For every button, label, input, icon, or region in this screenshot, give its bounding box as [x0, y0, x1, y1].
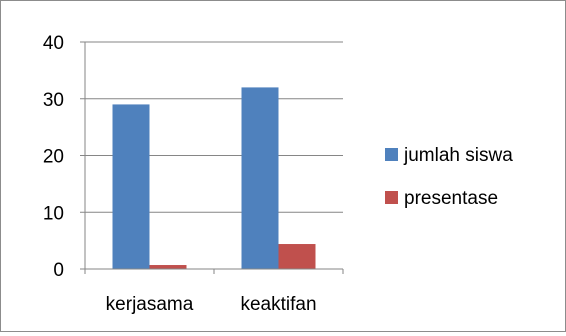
bar-jumlah-siswa-keaktifan — [241, 87, 279, 270]
y-tick-label: 0 — [53, 260, 64, 281]
legend-swatch — [385, 148, 398, 161]
category-labels: kerjasama keaktifan — [106, 294, 317, 315]
bar-jumlah-siswa-kerjasama — [112, 104, 150, 269]
bar-chart: 0 10 20 30 40 kerjasama keaktifan jumlah sisw… — [43, 33, 513, 315]
legend-label: jumlah siswa — [403, 145, 513, 166]
x-category-label: kerjasama — [106, 294, 194, 315]
legend-label: presentase — [404, 188, 498, 209]
bar-presentase-keaktifan — [278, 244, 316, 269]
legend-swatch — [385, 191, 398, 204]
y-tick-labels: 0 10 20 30 40 — [43, 33, 64, 281]
y-tick-label: 10 — [43, 203, 64, 224]
x-category-label: keaktifan — [240, 294, 316, 315]
legend: jumlah siswa presentase — [385, 145, 513, 209]
y-tick-label: 20 — [43, 147, 64, 168]
y-tick-label: 40 — [43, 33, 64, 54]
bar-presentase-kerjasama — [149, 265, 187, 269]
bars — [112, 87, 316, 270]
y-tick-label: 30 — [43, 90, 64, 111]
axes — [80, 41, 344, 274]
